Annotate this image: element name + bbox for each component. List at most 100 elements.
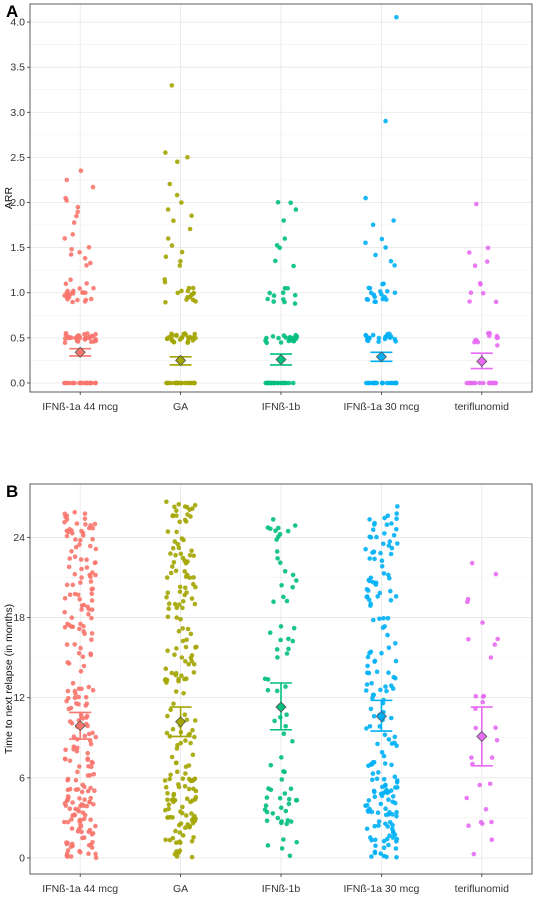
data-point bbox=[82, 516, 88, 522]
data-point bbox=[469, 755, 474, 760]
data-point bbox=[64, 517, 70, 522]
data-point bbox=[292, 301, 298, 306]
data-point bbox=[473, 693, 479, 699]
data-point bbox=[69, 615, 75, 620]
data-point bbox=[180, 599, 186, 604]
panel-b-chart: 0 6 12 18 24 Time to next relapse (in months)… bbox=[3, 483, 533, 895]
data-point bbox=[65, 819, 71, 825]
data-point bbox=[189, 596, 195, 601]
data-point bbox=[165, 713, 170, 719]
data-point bbox=[69, 826, 75, 831]
data-point bbox=[77, 796, 82, 801]
data-point bbox=[384, 854, 389, 860]
data-point bbox=[90, 526, 96, 531]
data-point bbox=[165, 791, 170, 796]
data-point bbox=[91, 771, 97, 777]
data-point bbox=[75, 333, 80, 339]
data-point bbox=[67, 592, 73, 597]
data-point bbox=[363, 240, 368, 246]
data-point bbox=[293, 332, 299, 338]
data-point bbox=[388, 551, 394, 557]
data-point bbox=[93, 560, 98, 565]
data-point bbox=[92, 521, 98, 527]
data-point bbox=[386, 572, 391, 578]
data-point bbox=[495, 636, 501, 642]
data-point bbox=[175, 290, 181, 296]
data-point bbox=[69, 841, 75, 847]
data-point bbox=[370, 777, 375, 783]
data-point bbox=[175, 743, 180, 748]
data-point bbox=[367, 380, 373, 386]
data-point bbox=[72, 571, 78, 577]
data-point bbox=[73, 691, 78, 696]
x-tick-label: IFNß-1a 44 mcg bbox=[42, 401, 118, 413]
data-point bbox=[166, 606, 171, 611]
data-point bbox=[192, 601, 198, 607]
data-point bbox=[167, 776, 172, 782]
data-point bbox=[175, 380, 181, 386]
data-point bbox=[72, 510, 77, 515]
y-tick-label: 0.5 bbox=[10, 332, 25, 344]
data-point bbox=[274, 647, 280, 652]
data-point bbox=[364, 682, 370, 687]
data-point bbox=[288, 786, 294, 792]
data-point bbox=[281, 594, 286, 600]
data-point bbox=[394, 855, 399, 860]
data-point bbox=[286, 796, 292, 802]
data-point bbox=[394, 809, 399, 815]
data-point bbox=[169, 337, 175, 343]
data-point bbox=[62, 340, 68, 346]
data-point bbox=[290, 638, 296, 644]
data-point bbox=[367, 517, 372, 522]
data-point bbox=[384, 836, 390, 842]
data-point bbox=[86, 851, 91, 856]
data-point bbox=[93, 546, 99, 552]
data-point bbox=[394, 780, 400, 785]
data-point bbox=[90, 536, 95, 542]
data-point bbox=[179, 655, 185, 660]
data-point bbox=[184, 813, 189, 818]
data-point bbox=[490, 380, 496, 386]
data-point bbox=[392, 734, 398, 740]
data-point bbox=[62, 380, 67, 386]
data-point bbox=[386, 812, 392, 817]
data-point bbox=[393, 380, 399, 386]
data-point bbox=[273, 258, 278, 264]
data-point bbox=[287, 853, 293, 859]
data-point bbox=[377, 616, 382, 622]
data-point bbox=[189, 213, 194, 218]
y-axis-title: ARR bbox=[3, 186, 15, 209]
data-point bbox=[471, 851, 477, 857]
data-point bbox=[264, 340, 270, 346]
x-tick-label: GA bbox=[173, 883, 188, 895]
data-point bbox=[77, 626, 82, 632]
data-point bbox=[381, 616, 386, 621]
data-point bbox=[283, 808, 289, 814]
data-point bbox=[370, 695, 375, 700]
data-point bbox=[163, 666, 169, 671]
data-point bbox=[473, 380, 478, 386]
data-point bbox=[82, 812, 88, 818]
data-point bbox=[162, 778, 168, 783]
data-point bbox=[177, 337, 183, 342]
data-point bbox=[186, 285, 192, 291]
data-point bbox=[173, 552, 178, 558]
y-tick-label: 0 bbox=[19, 852, 25, 864]
x-tick-label: IFNß-1a 44 mcg bbox=[42, 883, 118, 895]
data-point bbox=[89, 615, 94, 621]
data-point bbox=[466, 637, 471, 642]
data-point bbox=[81, 663, 87, 669]
data-point bbox=[174, 529, 179, 535]
data-point bbox=[85, 750, 90, 756]
data-point bbox=[71, 744, 77, 749]
data-point bbox=[379, 750, 385, 755]
data-point bbox=[394, 527, 399, 532]
data-point bbox=[282, 569, 288, 574]
data-point bbox=[163, 300, 168, 305]
data-point bbox=[165, 207, 171, 212]
data-point bbox=[193, 788, 199, 794]
data-point bbox=[80, 782, 85, 788]
data-point bbox=[278, 637, 283, 643]
data-point bbox=[180, 776, 186, 781]
data-point bbox=[184, 676, 189, 681]
